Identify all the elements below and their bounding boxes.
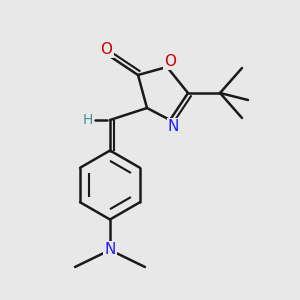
Text: O: O <box>100 42 112 57</box>
Text: N: N <box>168 119 179 134</box>
Text: N: N <box>104 242 116 257</box>
Text: H: H <box>83 113 93 127</box>
Text: O: O <box>165 54 177 69</box>
